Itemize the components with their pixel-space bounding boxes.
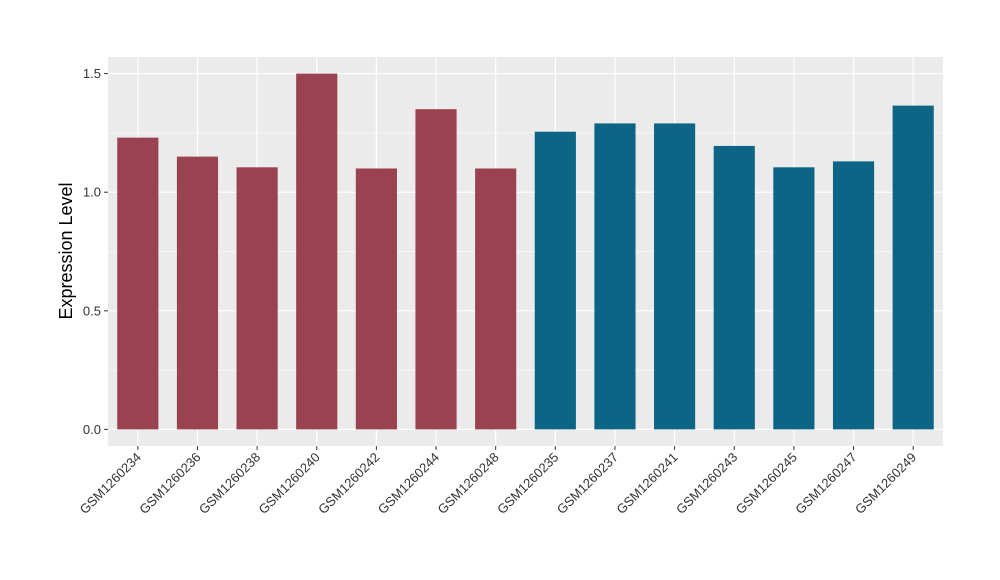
x-tick-label: GSM1260247 — [792, 450, 859, 517]
y-tick-label: 0.5 — [83, 303, 101, 318]
bar — [355, 168, 397, 430]
x-tick-label: GSM1260236 — [136, 450, 203, 517]
y-tick-label: 1.0 — [83, 185, 101, 200]
x-axis-ticks: GSM1260234GSM1260236GSM1260238GSM1260240… — [77, 446, 919, 517]
x-tick-label: GSM1260237 — [554, 450, 621, 517]
x-tick-label: GSM1260234 — [77, 450, 144, 517]
bar — [892, 105, 934, 430]
bar — [236, 167, 278, 430]
y-tick-label: 0.0 — [83, 422, 101, 437]
y-axis-ticks: 0.0 0.5 1.0 1.5 — [83, 66, 108, 437]
bar — [475, 168, 517, 430]
bar — [534, 131, 576, 430]
bars — [117, 73, 934, 430]
x-tick-label: GSM1260242 — [315, 450, 382, 517]
y-axis-title: Expression Level — [56, 182, 76, 319]
bar — [296, 73, 338, 430]
x-tick-label: GSM1260244 — [375, 450, 442, 517]
x-tick-label: GSM1260249 — [852, 450, 919, 517]
x-tick-label: GSM1260248 — [434, 450, 501, 517]
x-tick-label: GSM1260240 — [256, 450, 323, 517]
bar — [415, 109, 457, 430]
bar — [773, 167, 815, 430]
x-tick-label: GSM1260245 — [733, 450, 800, 517]
x-tick-label: GSM1260238 — [196, 450, 263, 517]
x-tick-label: GSM1260241 — [613, 450, 680, 517]
x-tick-label: GSM1260235 — [494, 450, 561, 517]
bar — [594, 123, 636, 430]
bar — [654, 123, 696, 430]
x-tick-label: GSM1260243 — [673, 450, 740, 517]
bar — [713, 145, 755, 430]
bar — [117, 137, 159, 430]
bar — [832, 161, 875, 430]
bar — [176, 156, 219, 430]
y-tick-label: 1.5 — [83, 66, 101, 81]
